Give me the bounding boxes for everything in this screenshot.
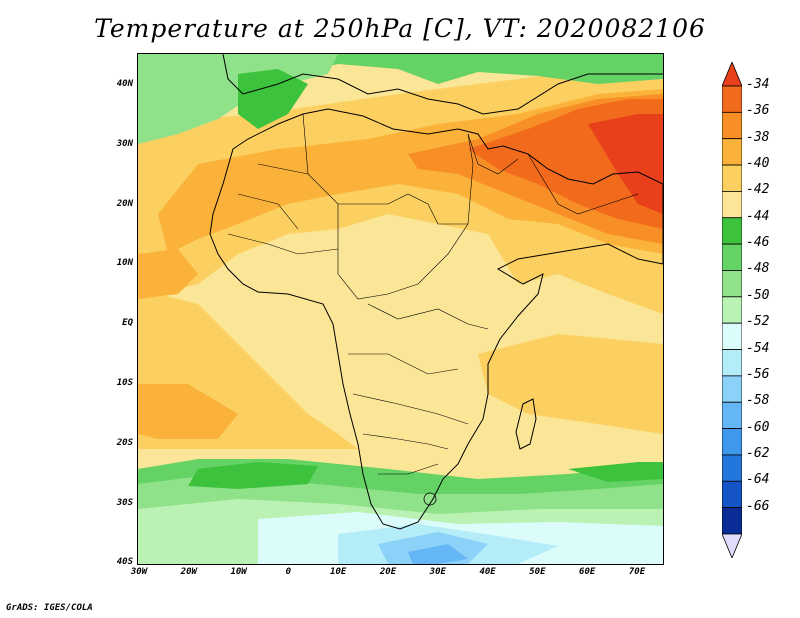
colorbar-box <box>722 270 742 298</box>
colorbar-box <box>722 507 742 535</box>
border-lesotho <box>423 492 437 506</box>
field-minus40-west <box>138 249 198 299</box>
colorbar-box <box>722 111 742 140</box>
colorbar-label: -52 <box>746 314 770 330</box>
coastline-madagascar <box>515 398 537 450</box>
field-minus46-south <box>188 462 318 489</box>
lat-label: 10S <box>116 378 133 388</box>
colorbar-label: -44 <box>746 208 770 224</box>
border-sahara <box>302 113 468 225</box>
colorbar-box <box>722 164 742 192</box>
lon-label: 20E <box>379 567 397 577</box>
colorbar-label: -60 <box>746 419 770 435</box>
lon-label: 30W <box>130 567 148 577</box>
lon-label: 10W <box>230 567 247 577</box>
colorbar-bottom-arrow <box>722 533 742 558</box>
colorbar-label: -54 <box>746 340 770 356</box>
lon-label: 50E <box>529 567 546 577</box>
colorbar-label: -38 <box>746 129 770 145</box>
lat-label: 30N <box>116 138 133 149</box>
border-west <box>227 163 339 255</box>
colorbar-box <box>722 428 742 456</box>
lat-label: EQ <box>122 318 133 329</box>
colorbar-label: -62 <box>746 445 770 461</box>
colorbar-label: -64 <box>746 472 770 488</box>
field-minus46-north <box>238 69 308 129</box>
colorbar-box <box>722 217 742 245</box>
map-canvas <box>138 54 663 564</box>
colorbar-top-arrow <box>722 62 742 87</box>
map-title: Temperature at 250hPa [C], VT: 202008210… <box>94 14 706 43</box>
colorbar-box <box>722 85 742 113</box>
colorbar-label: -42 <box>746 182 770 198</box>
colorbar-label: -40 <box>746 156 770 172</box>
colorbar-label: -56 <box>746 366 770 382</box>
lat-label: 20N <box>116 198 133 209</box>
lat-label: 20S <box>116 437 133 448</box>
colorbar-box <box>722 296 742 324</box>
border-south <box>348 303 489 475</box>
lon-label: 60E <box>579 567 596 577</box>
colorbar-box <box>722 454 742 482</box>
coastline-africa <box>209 108 663 530</box>
field-minus34 <box>588 114 663 214</box>
credit-label: GrADS: IGES/COLA <box>6 603 93 613</box>
colorbar-label: -50 <box>746 287 770 303</box>
field-minus60-south <box>408 544 468 564</box>
colorbar-label: -58 <box>746 393 770 409</box>
colorbar-box <box>722 243 742 271</box>
lon-label: 0 <box>285 567 292 577</box>
colorbar-label: -66 <box>746 498 770 514</box>
colorbar-box <box>722 322 742 350</box>
colorbar-box <box>722 480 742 509</box>
lat-label: 30S <box>116 497 133 508</box>
field-minus40-atl <box>138 384 238 439</box>
temperature-map <box>137 53 664 565</box>
colorbar-label: -36 <box>746 103 770 119</box>
lon-label: 20W <box>180 567 197 577</box>
field-minus42-se <box>478 334 663 434</box>
colorbar-box <box>722 191 742 219</box>
colorbar-box <box>722 349 742 377</box>
lon-label: 10E <box>330 567 347 577</box>
border-central <box>337 133 474 300</box>
lon-label: 70E <box>628 567 646 577</box>
colorbar-label: -48 <box>746 261 770 277</box>
coastline-europe <box>222 54 663 115</box>
colorbar <box>722 62 742 558</box>
lon-label: 40E <box>479 567 496 577</box>
colorbar-box <box>722 138 742 166</box>
colorbar-label: -34 <box>746 77 770 92</box>
colorbar-box <box>722 375 742 403</box>
lat-label: 40N <box>116 79 133 89</box>
border-arabia <box>467 133 639 215</box>
colorbar-label: -46 <box>746 235 770 251</box>
lon-label: 30E <box>429 567 446 577</box>
lat-label: 40S <box>116 557 133 568</box>
lat-label: 10N <box>116 258 133 269</box>
field-minus46-se <box>568 462 663 482</box>
colorbar-box <box>722 401 742 429</box>
